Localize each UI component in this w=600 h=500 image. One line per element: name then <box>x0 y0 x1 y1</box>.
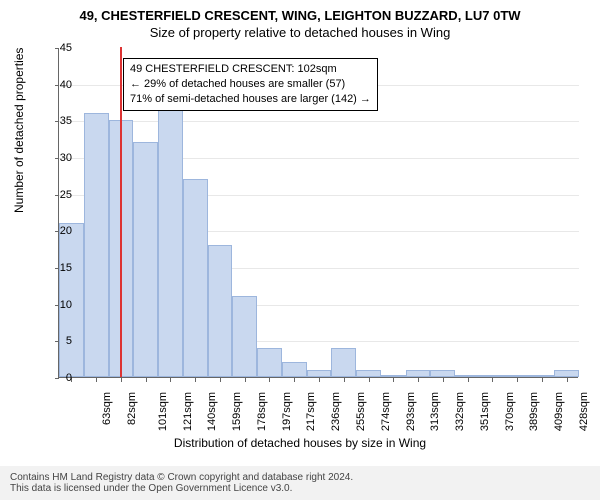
y-tick <box>55 85 59 86</box>
annotation-line: 49 CHESTERFIELD CRESCENT: 102sqm <box>130 62 371 77</box>
y-tick-label: 15 <box>60 262 72 274</box>
x-tick <box>170 378 171 382</box>
histogram-bar <box>455 375 480 377</box>
x-tick <box>369 378 370 382</box>
x-tick <box>393 378 394 382</box>
histogram-bar <box>183 179 208 377</box>
x-tick <box>468 378 469 382</box>
y-tick-label: 40 <box>60 79 72 91</box>
chart-title-address: 49, CHESTERFIELD CRESCENT, WING, LEIGHTO… <box>0 0 600 23</box>
histogram-bar <box>257 348 282 377</box>
annotation-box: 49 CHESTERFIELD CRESCENT: 102sqm← 29% of… <box>123 58 378 111</box>
x-tick <box>542 378 543 382</box>
y-tick <box>55 378 59 379</box>
x-tick-label: 178sqm <box>256 392 268 431</box>
property-marker-line <box>120 47 122 377</box>
x-tick <box>517 378 518 382</box>
x-tick-label: 389sqm <box>528 392 540 431</box>
x-tick <box>121 378 122 382</box>
y-tick-label: 30 <box>60 152 72 164</box>
x-tick-label: 217sqm <box>306 392 318 431</box>
x-tick <box>195 378 196 382</box>
histogram-bar <box>84 113 109 377</box>
histogram-bar <box>554 370 579 377</box>
chart-subtitle: Size of property relative to detached ho… <box>0 23 600 40</box>
x-tick-label: 236sqm <box>330 392 342 431</box>
x-tick-label: 370sqm <box>504 392 516 431</box>
y-tick-label: 20 <box>60 225 72 237</box>
histogram-bar <box>331 348 356 377</box>
plot-frame: 49 CHESTERFIELD CRESCENT: 102sqm← 29% of… <box>58 48 578 378</box>
x-tick-label: 101sqm <box>157 392 169 431</box>
histogram-bar <box>158 106 183 377</box>
histogram-bar <box>430 370 455 377</box>
annotation-line: ← 29% of detached houses are smaller (57… <box>130 77 371 92</box>
x-tick-label: 274sqm <box>380 392 392 431</box>
x-tick <box>294 378 295 382</box>
y-tick-label: 25 <box>60 189 72 201</box>
histogram-bar <box>208 245 233 377</box>
x-tick <box>344 378 345 382</box>
x-tick-label: 409sqm <box>553 392 565 431</box>
x-tick-label: 159sqm <box>231 392 243 431</box>
chart-plot-area: 49 CHESTERFIELD CRESCENT: 102sqm← 29% of… <box>58 48 578 378</box>
y-tick-label: 10 <box>60 299 72 311</box>
x-tick-label: 197sqm <box>281 392 293 431</box>
x-tick-label: 313sqm <box>429 392 441 431</box>
histogram-bar <box>307 370 332 377</box>
x-tick-label: 63sqm <box>101 392 113 425</box>
x-tick-label: 255sqm <box>355 392 367 431</box>
histogram-bar <box>529 375 554 377</box>
annotation-line: 71% of semi-detached houses are larger (… <box>130 92 371 107</box>
histogram-bar <box>356 370 381 377</box>
y-tick-label: 5 <box>66 335 72 347</box>
histogram-bar <box>381 375 406 377</box>
y-tick <box>55 195 59 196</box>
y-axis-label: Number of detached properties <box>12 48 26 213</box>
credit-footer: Contains HM Land Registry data © Crown c… <box>0 466 600 500</box>
x-tick-label: 332sqm <box>454 392 466 431</box>
histogram-bar <box>406 370 431 377</box>
x-tick-label: 293sqm <box>405 392 417 431</box>
x-tick <box>96 378 97 382</box>
y-tick <box>55 48 59 49</box>
histogram-bar <box>505 375 530 377</box>
x-tick-label: 82sqm <box>126 392 138 425</box>
histogram-bar <box>232 296 257 377</box>
y-tick-label: 35 <box>60 115 72 127</box>
y-tick-label: 0 <box>66 372 72 384</box>
x-tick-label: 351sqm <box>479 392 491 431</box>
x-tick <box>418 378 419 382</box>
x-tick <box>146 378 147 382</box>
x-axis-label: Distribution of detached houses by size … <box>0 436 600 450</box>
x-tick-label: 140sqm <box>207 392 219 431</box>
histogram-bar <box>480 375 505 377</box>
x-tick <box>245 378 246 382</box>
x-tick-label: 121sqm <box>182 392 194 431</box>
x-tick <box>492 378 493 382</box>
gridline <box>59 121 579 122</box>
y-tick <box>55 158 59 159</box>
histogram-bar <box>282 362 307 377</box>
x-tick <box>319 378 320 382</box>
x-tick-label: 428sqm <box>578 392 590 431</box>
x-tick <box>567 378 568 382</box>
y-tick-label: 45 <box>60 42 72 54</box>
x-tick <box>443 378 444 382</box>
y-tick <box>55 121 59 122</box>
credit-line-2: This data is licensed under the Open Gov… <box>10 483 590 494</box>
histogram-bar <box>133 142 158 377</box>
x-tick <box>220 378 221 382</box>
x-tick <box>269 378 270 382</box>
credit-line-1: Contains HM Land Registry data © Crown c… <box>10 472 590 483</box>
